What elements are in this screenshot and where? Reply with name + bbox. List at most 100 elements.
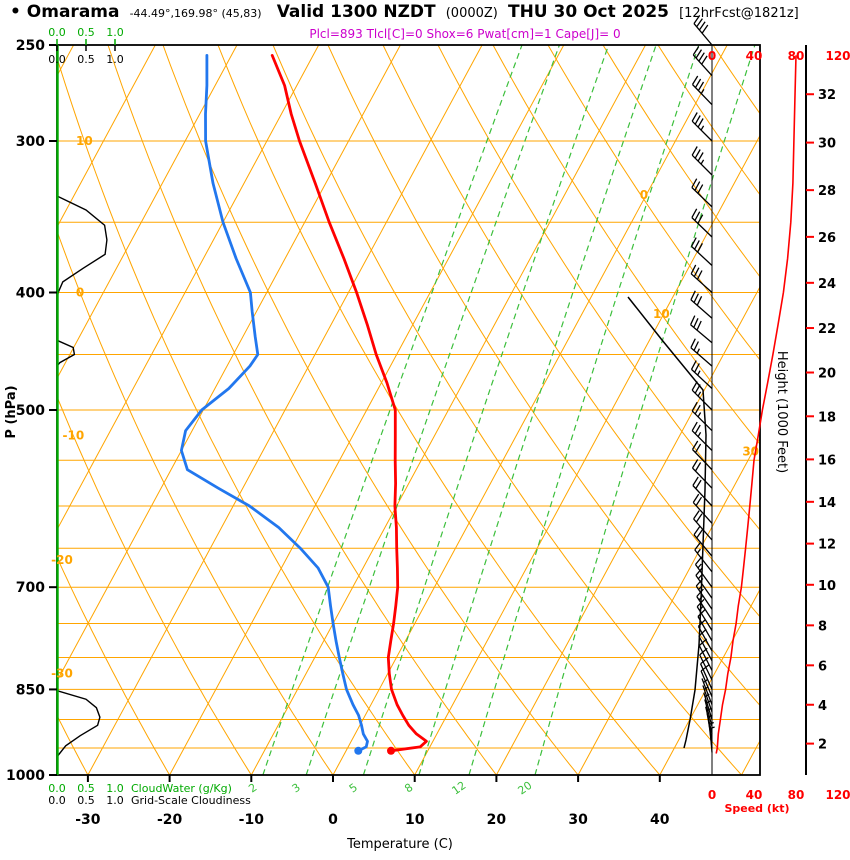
temperature-tick-label: 40: [650, 812, 670, 828]
mixing-ratio-label: 20: [516, 779, 535, 798]
wind-barb: [690, 290, 713, 319]
wind-barb: [691, 381, 713, 411]
speed-axis-title: Speed (kt): [724, 802, 789, 815]
wind-barb: [701, 678, 713, 705]
station-name: Omarama: [26, 2, 120, 22]
temperature-tick-label: 30: [568, 812, 588, 828]
mixing-ratio-label: 8: [402, 781, 415, 796]
temperature-curve: [270, 54, 428, 753]
cloudiness-scale-tick: 0.0: [48, 53, 66, 66]
wind-barb: [696, 598, 713, 631]
svg-text:0.5: 0.5: [77, 794, 95, 807]
dry-adiabat-label: 10: [76, 134, 93, 148]
mixing-ratio-label: 3: [290, 781, 303, 796]
speed-scale-bottom: 0: [708, 788, 716, 802]
cloudiness-scale-tick: 1.0: [106, 53, 124, 66]
temperature-tick-label: -20: [157, 812, 183, 828]
wind-barb: [704, 699, 713, 727]
wind-barb: [690, 315, 713, 344]
height-tick-label: 8: [818, 619, 827, 634]
temperature-tick-label: 0: [328, 812, 338, 828]
speed-scale-bottom: 80: [788, 788, 805, 802]
height-tick-label: 10: [818, 579, 836, 594]
cloudiness-legend: Grid-Scale Cloudiness: [131, 794, 251, 807]
dry-adiabat-label: -20: [51, 553, 73, 567]
wind-barb: [691, 112, 713, 142]
wind-barb: [691, 75, 713, 106]
cloudiness-profile: [57, 195, 108, 300]
wind-barb: [694, 556, 713, 588]
wind-barb: [692, 476, 713, 507]
wind-barb: [693, 526, 713, 557]
cloudiness-profile: [57, 690, 101, 758]
height-tick-label: 14: [818, 496, 836, 511]
station-coords: -44.49°,169.98° (45,83): [129, 7, 262, 20]
speed-scale-top: 0: [708, 49, 716, 63]
speed-scale-bottom: 120: [825, 788, 850, 802]
wind-barb: [690, 338, 713, 367]
temperature-tick-label: -30: [75, 812, 101, 828]
wind-barb: [691, 440, 713, 471]
cloudwater-scale-tick: 1.0: [106, 26, 124, 39]
height-tick-label: 32: [818, 88, 836, 103]
svg-text:1.0: 1.0: [106, 794, 124, 807]
svg-text:0.0: 0.0: [48, 782, 66, 795]
wind-barb: [703, 692, 713, 720]
pressure-tick-label: 700: [16, 580, 45, 596]
wind-barb: [695, 567, 713, 599]
height-tick-label: 2: [818, 738, 827, 753]
svg-text:0.5: 0.5: [77, 782, 95, 795]
height-tick-label: 30: [818, 137, 836, 152]
height-tick-label: 24: [818, 277, 836, 292]
wind-barb: [696, 588, 713, 621]
wind-barb: [700, 656, 713, 690]
height-tick-label: 18: [818, 410, 836, 425]
wind-barb: [694, 541, 713, 573]
height-tick-label: 28: [818, 184, 836, 199]
speed-scale-bottom: 40: [746, 788, 763, 802]
wind-barb: [693, 510, 713, 541]
surface-temperature-dot: [387, 746, 395, 755]
chart-header: • Omarama -44.49°,169.98° (45,83) Valid …: [10, 2, 848, 22]
valid-time: Valid 1300 NZDT: [276, 2, 436, 22]
station-bullet: •: [10, 2, 21, 22]
sounding-parameters: Plcl=893 Tlcl[C]=0 Shox=6 Pwat[cm]=1 Cap…: [309, 27, 621, 41]
wind-barb: [698, 628, 713, 662]
temperature-tick-label: 10: [405, 812, 425, 828]
height-axis-title: Height (1000 Feet): [774, 351, 789, 473]
wind-barb: [690, 360, 713, 389]
svg-text:1.0: 1.0: [106, 782, 124, 795]
temperature-tick-label: -10: [239, 812, 265, 828]
wind-barb: [692, 493, 713, 524]
height-tick-label: 16: [818, 453, 836, 468]
height-tick-label: 6: [818, 659, 827, 674]
pressure-tick-label: 300: [16, 134, 45, 150]
wind-barb: [708, 724, 715, 753]
wind-speed-profile: [715, 55, 797, 754]
dewpoint-curve: [179, 54, 369, 753]
pressure-tick-label: 400: [16, 285, 45, 301]
mixing-ratio-label: 5: [347, 781, 360, 796]
wind-barb: [695, 578, 713, 610]
cloudwater-scale-tick: 0.0: [48, 26, 66, 39]
height-tick-label: 22: [818, 322, 836, 337]
wind-barb: [691, 421, 713, 451]
wind-barb: [697, 618, 713, 652]
height-tick-label: 4: [818, 699, 827, 714]
mixing-ratio-label: 12: [450, 779, 469, 798]
speed-scale-top: 120: [825, 49, 850, 63]
pressure-tick-label: 250: [16, 38, 45, 54]
wind-barb: [698, 638, 713, 671]
wind-barb: [702, 685, 713, 713]
pressure-tick-label: 850: [16, 682, 45, 698]
cloudiness-profile: [57, 339, 76, 367]
axis-labels: 250 300 400 500 700 850 10 0 0 -30 -20 -10 0 10 20 30 40…: [6, 26, 759, 828]
pressure-tick-label: 500: [16, 403, 45, 419]
zulu-time: (0000Z): [445, 6, 498, 21]
wind-barb: [691, 401, 713, 432]
wind-barb: [691, 178, 713, 208]
cloudwater-scale-tick: 0.5: [77, 26, 95, 39]
cloudiness-scale-tick: 0.5: [77, 53, 95, 66]
temperature-tick-label: 20: [487, 812, 507, 828]
